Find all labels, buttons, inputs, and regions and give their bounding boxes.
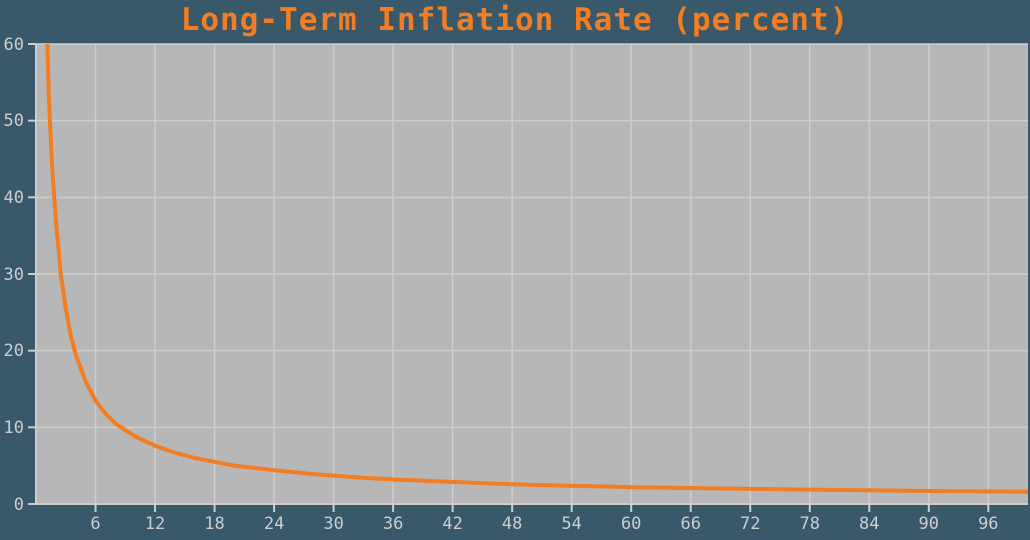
y-tick-label: 10	[4, 418, 24, 438]
gridlines	[36, 44, 1028, 504]
y-tick-label: 30	[4, 265, 24, 285]
x-tick-label: 60	[621, 514, 641, 534]
chart-title: Long-Term Inflation Rate (percent)	[0, 2, 1030, 38]
chart-canvas: Long-Term Inflation Rate (percent) 0 10 20…	[0, 0, 1030, 540]
y-tick-label: 60	[4, 35, 24, 55]
x-tick-label: 84	[859, 514, 879, 534]
x-tick-label: 90	[919, 514, 939, 534]
plot-svg	[36, 44, 1028, 504]
x-tick-label: 78	[800, 514, 820, 534]
x-tick-label: 24	[264, 514, 284, 534]
x-tick-label: 6	[90, 514, 100, 534]
y-tick-label: 40	[4, 188, 24, 208]
tick-marks	[28, 44, 988, 512]
x-tick-label: 30	[323, 514, 343, 534]
x-tick-label: 66	[680, 514, 700, 534]
x-tick-label: 96	[978, 514, 998, 534]
y-tick-label: 20	[4, 341, 24, 361]
x-tick-label: 12	[145, 514, 165, 534]
y-tick-label: 0	[14, 495, 24, 515]
x-tick-label: 48	[502, 514, 522, 534]
x-tick-label: 36	[383, 514, 403, 534]
y-tick-label: 50	[4, 111, 24, 131]
x-tick-label: 18	[204, 514, 224, 534]
x-tick-label: 54	[561, 514, 581, 534]
x-tick-label: 72	[740, 514, 760, 534]
series-line	[41, 0, 1028, 492]
x-tick-label: 42	[442, 514, 462, 534]
